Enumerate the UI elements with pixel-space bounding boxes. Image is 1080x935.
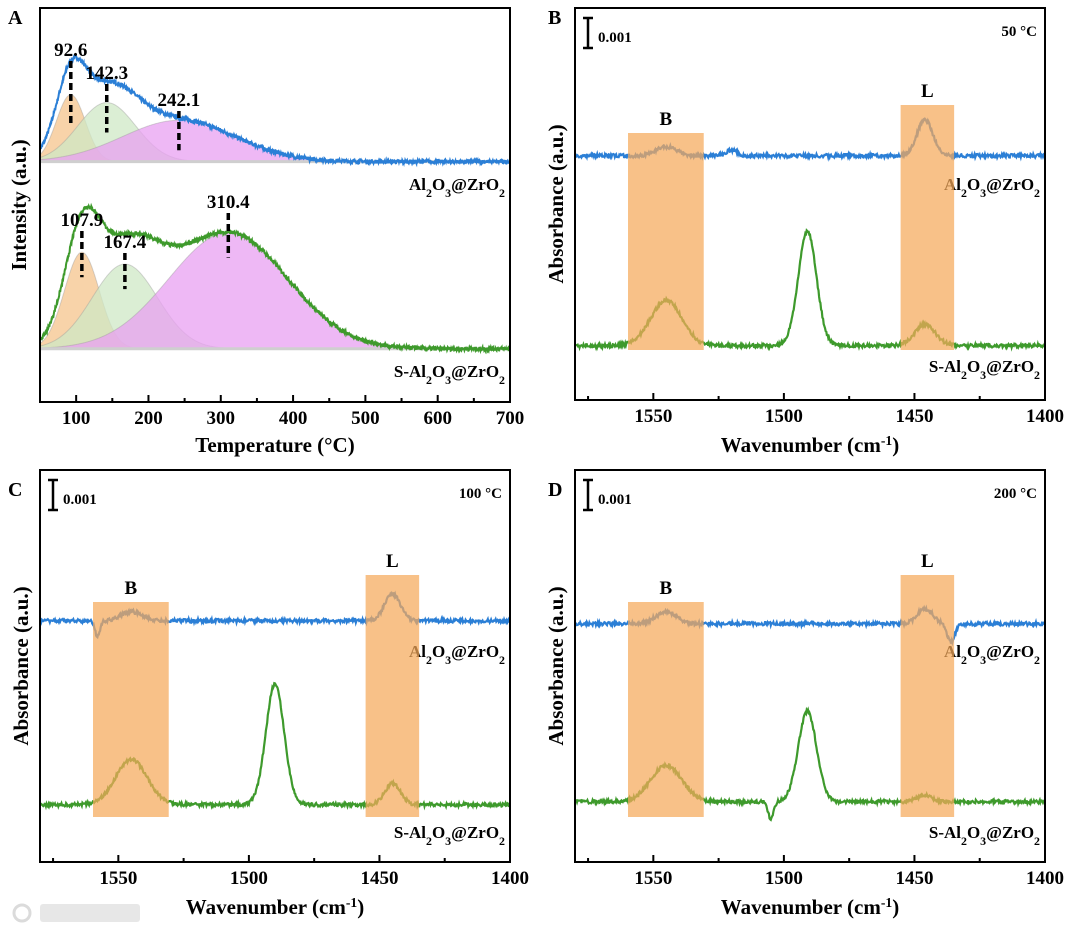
y-axis-title: Intensity (a.u.)	[7, 139, 31, 270]
y-axis-title: Absorbance (a.u.)	[544, 124, 568, 283]
sample-label: Al2O3@ZrO2	[944, 642, 1040, 667]
x-tick-label: 1500	[230, 868, 268, 889]
sample-label: S-Al2O3@ZrO2	[929, 357, 1040, 382]
scale-bar	[583, 16, 593, 50]
x-tick-label: 1400	[1026, 868, 1064, 889]
plot-frame	[39, 469, 511, 863]
peak-label: 92.6	[54, 40, 87, 61]
x-axis-title: Temperature (°C)	[195, 433, 354, 457]
band-label: L	[386, 551, 399, 572]
x-tick-label: 400	[279, 408, 308, 429]
panel-letter: A	[8, 7, 23, 29]
x-tick-label: 1500	[765, 868, 803, 889]
x-tick-label: 300	[207, 408, 236, 429]
highlight-band-L	[365, 575, 420, 817]
panel-C: C Al2O3@ZrO2 S-Al2O3@ZrO2 B L 0.001 100 °C Wave…	[8, 469, 529, 920]
scale-bar	[583, 478, 593, 512]
highlight-band-L	[900, 575, 955, 817]
sample-label: Al2O3@ZrO2	[409, 642, 505, 667]
temperature-label: 100 °C	[459, 486, 502, 502]
highlight-band-B	[628, 133, 704, 350]
x-tick-label: 1450	[895, 868, 933, 889]
watermark	[12, 903, 140, 923]
scale-bar-label: 0.001	[63, 492, 97, 508]
scale-bar-label: 0.001	[598, 30, 632, 46]
band-label: B	[660, 109, 673, 130]
x-axis-title: Wavenumber (cm-1)	[186, 895, 364, 920]
highlight-band-L	[900, 105, 955, 350]
sample-label: S-Al2O3@ZrO2	[394, 362, 505, 387]
x-tick-label: 200	[134, 408, 163, 429]
x-tick-label: 1500	[765, 406, 803, 427]
panel-letter: D	[548, 479, 562, 501]
x-tick-label: 1550	[634, 406, 672, 427]
y-axis-title: Absorbance (a.u.)	[544, 586, 568, 745]
series-line-0	[40, 54, 510, 168]
plot-area	[40, 54, 510, 355]
panel-letter: C	[8, 479, 22, 501]
x-tick-label: 100	[62, 408, 91, 429]
series-line-1	[40, 202, 510, 355]
peak-label: 142.3	[85, 63, 128, 84]
band-label: L	[921, 551, 934, 572]
peak-label: 242.1	[158, 90, 201, 111]
panel-letter: B	[548, 7, 561, 29]
band-label: B	[125, 578, 138, 599]
x-tick-label: 1450	[360, 868, 398, 889]
x-tick-label: 1550	[634, 868, 672, 889]
highlight-band-B	[628, 602, 704, 817]
sample-label: S-Al2O3@ZrO2	[929, 823, 1040, 848]
y-axis-title: Absorbance (a.u.)	[9, 586, 33, 745]
band-label: B	[660, 578, 673, 599]
x-tick-label: 1450	[895, 406, 933, 427]
plot-frame	[39, 7, 511, 403]
panel-B: B Al2O3@ZrO2 S-Al2O3@ZrO2 B L 0.001 50 °C Waven…	[544, 7, 1064, 457]
peak-label: 167.4	[104, 232, 147, 253]
x-tick-label: 700	[496, 408, 525, 429]
sample-label: S-Al2O3@ZrO2	[394, 823, 505, 848]
peak-label: 107.9	[60, 210, 103, 231]
plot-frame	[574, 469, 1046, 863]
sample-label: Al2O3@ZrO2	[944, 175, 1040, 200]
sample-label: Al2O3@ZrO2	[409, 175, 505, 200]
x-tick-label: 1400	[1026, 406, 1064, 427]
plot-frame	[574, 7, 1046, 401]
peak-label: 310.4	[207, 192, 250, 213]
x-tick-label: 600	[423, 408, 452, 429]
highlight-band-B	[93, 602, 169, 817]
scale-bar-label: 0.001	[598, 492, 632, 508]
panel-D: D Al2O3@ZrO2 S-Al2O3@ZrO2 B L 0.001 200 °C Wave…	[544, 469, 1064, 920]
scale-bar	[48, 478, 58, 512]
x-tick-label: 500	[351, 408, 380, 429]
x-axis-title: Wavenumber (cm-1)	[721, 895, 899, 920]
temperature-label: 200 °C	[994, 486, 1037, 502]
temperature-label: 50 °C	[1001, 24, 1037, 40]
x-tick-label: 1550	[99, 868, 137, 889]
x-axis-title: Wavenumber (cm-1)	[721, 433, 899, 458]
x-tick-label: 1400	[491, 868, 529, 889]
band-label: L	[921, 81, 934, 102]
